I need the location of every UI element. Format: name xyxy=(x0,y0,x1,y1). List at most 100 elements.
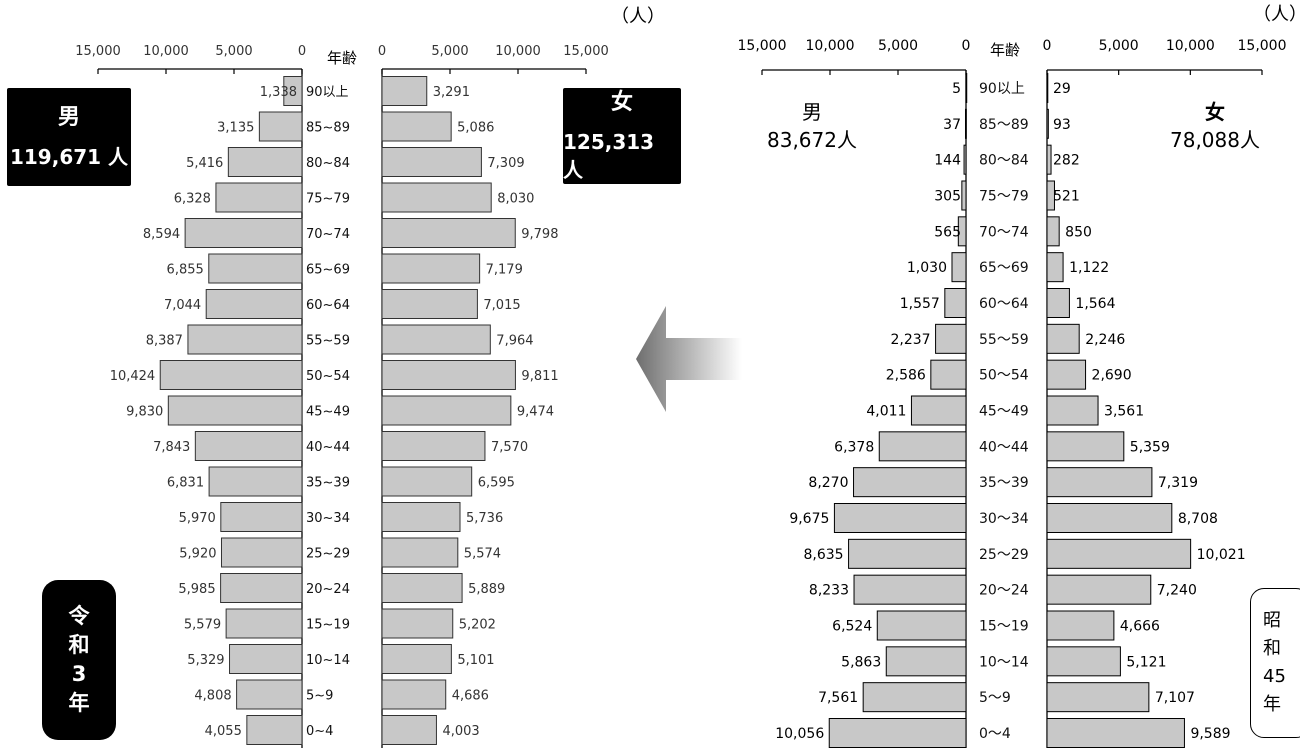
female-bar xyxy=(1046,682,1150,713)
male-value-label: 5,970 xyxy=(179,511,216,526)
age-label: 40~44 xyxy=(306,440,350,455)
female-bar xyxy=(381,111,452,142)
female-bar xyxy=(381,573,463,603)
female-bar xyxy=(381,502,461,532)
female-value-label: 9,811 xyxy=(521,369,558,384)
male-value-label: 5,985 xyxy=(178,582,215,597)
female-tick-label: 5,000 xyxy=(1099,38,1139,54)
age-header: 年齢 xyxy=(327,49,357,67)
unit-label: （人） xyxy=(611,6,665,27)
female-bar xyxy=(381,182,492,213)
male-value-label: 7,843 xyxy=(153,440,190,455)
female-value-label: 7,179 xyxy=(486,263,523,278)
female-value-label: 1,564 xyxy=(1075,296,1115,312)
male-bar xyxy=(220,573,303,603)
age-label: 10~14 xyxy=(306,653,350,668)
male-total-label-showa: 男 83,672人 xyxy=(752,98,872,154)
female-bar xyxy=(1046,73,1049,103)
female-value-label: 8,708 xyxy=(1178,511,1218,527)
male-badge-total: 119,671 人 xyxy=(9,145,129,169)
male-value-label: 7,044 xyxy=(164,298,201,313)
male-value-label: 8,270 xyxy=(808,475,848,491)
female-value-label: 5,086 xyxy=(457,121,494,136)
female-bar xyxy=(1046,180,1055,211)
age-label: 15~19 xyxy=(306,618,350,633)
male-value-label: 10,424 xyxy=(110,369,156,384)
male-value-label: 305 xyxy=(934,189,961,205)
male-bar xyxy=(878,431,967,462)
female-bar xyxy=(1046,503,1173,533)
female-bar xyxy=(1046,538,1192,569)
male-value-label: 6,378 xyxy=(834,439,874,455)
unit-label: （人） xyxy=(1253,4,1300,25)
male-bar xyxy=(963,144,967,175)
age-label: 30~34 xyxy=(306,511,350,526)
male-bar xyxy=(220,502,303,532)
male-bar xyxy=(246,715,303,745)
male-value-label: 4,055 xyxy=(205,724,242,739)
female-value-label: 8,030 xyxy=(497,192,534,207)
female-value-label: 7,309 xyxy=(487,156,524,171)
female-value-label: 2,246 xyxy=(1085,332,1125,348)
female-bar xyxy=(381,537,459,568)
era-char: 和 xyxy=(1263,638,1281,659)
female-value-label: 5,736 xyxy=(466,511,503,526)
female-bar xyxy=(1046,252,1064,283)
male-bar xyxy=(236,679,303,710)
pyramid-chart-reiwa3: （人） 年齢 15,000 10,000 5,000 0 0 5,000 10,000 15,00… xyxy=(75,6,665,748)
male-value-label: 6,524 xyxy=(832,619,872,635)
male-bar xyxy=(951,252,967,283)
female-bar xyxy=(1046,144,1052,175)
male-value-label: 565 xyxy=(934,224,961,240)
male-tick-label: 0 xyxy=(962,38,971,54)
age-label: 15～19 xyxy=(979,619,1029,635)
female-value-label: 9,798 xyxy=(521,227,558,242)
male-value-label: 5,329 xyxy=(187,653,224,668)
male-bar xyxy=(828,718,967,748)
male-value-label: 5,920 xyxy=(179,547,216,562)
male-value-label: 3,135 xyxy=(217,121,254,136)
female-value-label: 5,359 xyxy=(1130,439,1170,455)
male-tick-label: 0 xyxy=(298,44,306,59)
female-bar xyxy=(1046,216,1060,247)
female-bar xyxy=(1046,646,1121,677)
male-value-label: 7,561 xyxy=(818,690,858,706)
male-value-label: 8,233 xyxy=(809,583,849,599)
age-label: 90以上 xyxy=(306,85,349,100)
male-bar xyxy=(225,608,303,639)
female-value-label: 7,107 xyxy=(1155,690,1195,706)
male-bar xyxy=(848,538,967,569)
female-bar xyxy=(1046,288,1070,318)
female-bar xyxy=(381,466,473,497)
era-char: 令 xyxy=(68,604,90,628)
male-total-badge: 男 119,671 人 xyxy=(7,88,131,186)
age-label: 55～59 xyxy=(979,332,1029,348)
age-label: 30～34 xyxy=(979,511,1029,527)
female-tick-label: 5,000 xyxy=(431,44,468,59)
age-label: 50～54 xyxy=(979,368,1029,384)
female-bar xyxy=(381,395,512,426)
female-value-label: 5,121 xyxy=(1126,654,1166,670)
male-bar xyxy=(167,395,303,426)
male-bar xyxy=(184,218,303,248)
female-label-total: 78,088人 xyxy=(1170,128,1260,152)
age-label: 45～49 xyxy=(979,404,1029,420)
female-value-label: 6,595 xyxy=(478,476,515,491)
male-bar xyxy=(853,574,967,605)
female-badge-total: 125,313 人 xyxy=(563,130,655,182)
male-value-label: 8,635 xyxy=(803,547,843,563)
age-label: 75~79 xyxy=(306,192,350,207)
age-label: 60~64 xyxy=(306,298,350,313)
male-bar xyxy=(957,216,967,247)
male-value-label: 1,557 xyxy=(900,296,940,312)
female-value-label: 9,474 xyxy=(517,405,554,420)
female-value-label: 5,574 xyxy=(464,547,501,562)
era-char: 年 xyxy=(68,691,90,715)
male-tick-label: 10,000 xyxy=(806,38,855,54)
female-bar xyxy=(381,218,516,248)
age-label: 20～24 xyxy=(979,583,1029,599)
age-label: 25~29 xyxy=(306,547,350,562)
male-bar xyxy=(220,537,303,568)
female-value-label: 850 xyxy=(1065,224,1092,240)
era-char: 45 xyxy=(1263,666,1286,687)
